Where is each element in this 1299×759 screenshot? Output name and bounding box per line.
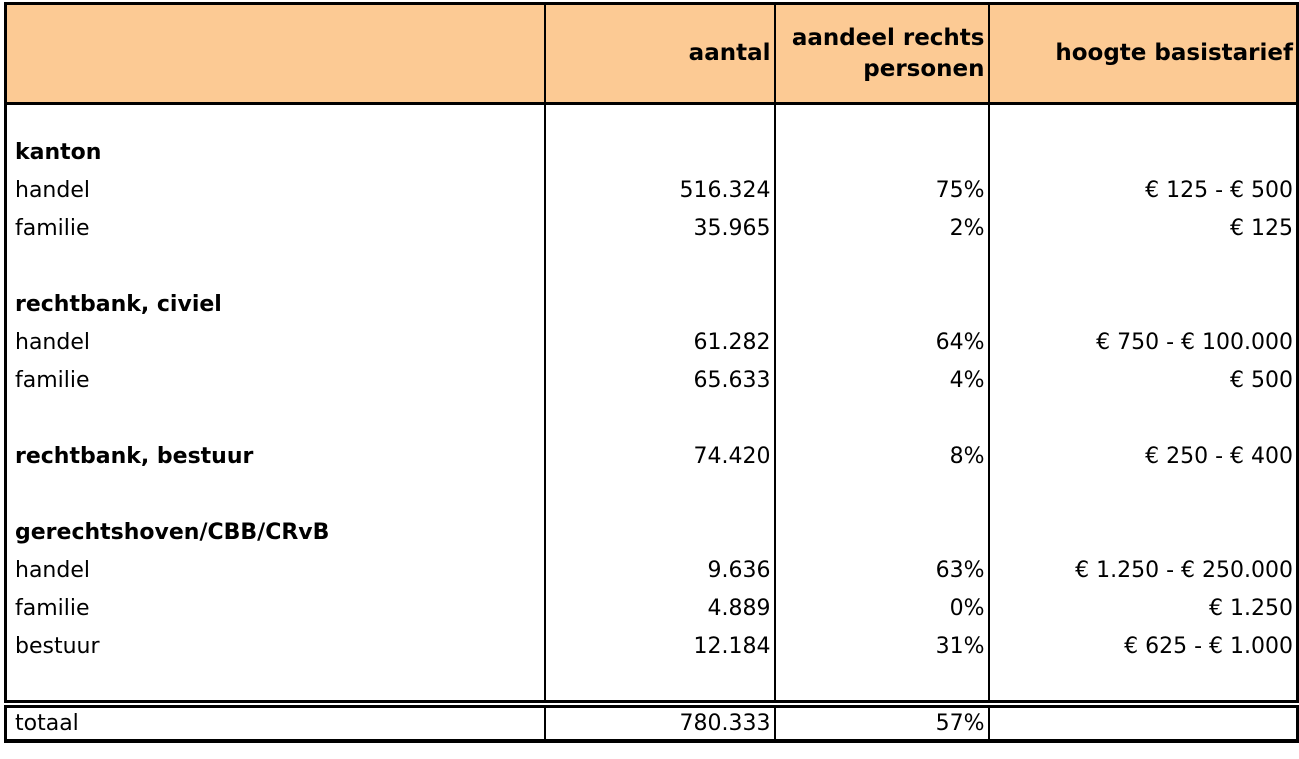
- cell-label: bestuur: [5, 627, 546, 666]
- header-cell-tarief: hoogte basistarief: [988, 3, 1298, 105]
- section-data-row-rechtbank-bestuur: rechtbank, bestuur 74.420 8% € 250 - € 4…: [5, 437, 1298, 476]
- total-aandeel: 57%: [774, 699, 990, 741]
- cell-tarief: € 750 - € 100.000: [1096, 330, 1293, 355]
- cell-tarief: € 1.250 - € 250.000: [1075, 558, 1293, 583]
- header-row: aantal aandeel rechts personen hoogte bas…: [5, 3, 1298, 105]
- total-row: totaal 780.333 57%: [5, 699, 1298, 741]
- cell-tarief: [989, 134, 1298, 172]
- cell-aantal: 12.184: [544, 627, 776, 666]
- cell-label: kanton: [5, 133, 546, 172]
- cell-label: familie: [5, 589, 546, 628]
- cell-tarief: [989, 286, 1298, 324]
- cell-label: handel: [5, 551, 546, 590]
- table-body: kanton handel 516.324 75% € 125 - € 500 …: [5, 103, 1298, 704]
- cell-aandeel: 0%: [774, 589, 990, 628]
- header-cell-aandeel: aandeel rechts personen: [774, 3, 990, 105]
- cell-tarief: € 250 - € 400: [1145, 444, 1293, 469]
- cell-tarief: € 125: [1230, 216, 1293, 241]
- blank-row: [5, 475, 1298, 514]
- table-header: aantal aandeel rechts personen hoogte bas…: [5, 3, 1298, 105]
- cell-tarief: € 625 - € 1.000: [1124, 634, 1293, 659]
- cell-tarief: [989, 514, 1298, 552]
- blank-row: [5, 247, 1298, 286]
- header-aandeel-line2: personen: [863, 55, 985, 82]
- cell-label: familie: [5, 361, 546, 400]
- header-cell-aantal: aantal: [544, 3, 776, 105]
- cell-aandeel: 2%: [774, 209, 990, 248]
- cell-aandeel: 64%: [774, 323, 990, 362]
- cell-label: gerechtshoven/CBB/CRvB: [5, 513, 546, 552]
- total-tarief: [988, 699, 1298, 741]
- court-fees-table: aantal aandeel rechts personen hoogte bas…: [4, 2, 1299, 743]
- cell-tarief: € 125 - € 500: [1145, 178, 1293, 203]
- data-row-civiel-handel: handel 61.282 64% € 750 - € 100.000: [5, 323, 1298, 362]
- blank-row: [5, 399, 1298, 438]
- cell-aantal: 35.965: [544, 209, 776, 248]
- cell-aandeel: [774, 133, 990, 172]
- data-row-civiel-familie: familie 65.633 4% € 500: [5, 361, 1298, 400]
- cell-aantal: 61.282: [544, 323, 776, 362]
- cell-label: rechtbank, civiel: [5, 285, 546, 324]
- table-footer: totaal 780.333 57%: [5, 699, 1298, 741]
- cell-aandeel: 75%: [774, 171, 990, 210]
- cell-aandeel: 4%: [774, 361, 990, 400]
- data-row-hoven-handel: handel 9.636 63% € 1.250 - € 250.000: [5, 551, 1298, 590]
- data-row-kanton-familie: familie 35.965 2% € 125: [5, 209, 1298, 248]
- cell-aandeel: 8%: [774, 437, 990, 476]
- cell-aantal: [544, 285, 776, 324]
- cell-aantal: 9.636: [544, 551, 776, 590]
- data-row-kanton-handel: handel 516.324 75% € 125 - € 500: [5, 171, 1298, 210]
- cell-aantal: 516.324: [544, 171, 776, 210]
- section-row-rechtbank-civiel: rechtbank, civiel: [5, 285, 1298, 324]
- cell-aantal: 65.633: [544, 361, 776, 400]
- data-row-hoven-bestuur: bestuur 12.184 31% € 625 - € 1.000: [5, 627, 1298, 666]
- cell-aandeel: 31%: [774, 627, 990, 666]
- cell-aandeel: [774, 285, 990, 324]
- cell-aantal: [544, 133, 776, 172]
- cell-label: handel: [5, 171, 546, 210]
- cell-tarief: € 500: [1230, 368, 1293, 393]
- cell-tarief: € 1.250: [1209, 596, 1293, 621]
- section-row-kanton: kanton: [5, 133, 1298, 172]
- header-aandeel-line1: aandeel rechts: [791, 25, 985, 52]
- cell-label: handel: [5, 323, 546, 362]
- cell-label: rechtbank, bestuur: [5, 437, 546, 476]
- cell-aandeel: 63%: [774, 551, 990, 590]
- header-cell-category: [5, 3, 546, 105]
- total-aantal: 780.333: [544, 699, 776, 741]
- blank-row: [5, 103, 1298, 134]
- total-label: totaal: [5, 699, 546, 741]
- cell-aantal: 74.420: [544, 437, 776, 476]
- blank-row: [5, 665, 1298, 704]
- data-row-hoven-familie: familie 4.889 0% € 1.250: [5, 589, 1298, 628]
- cell-aantal: 4.889: [544, 589, 776, 628]
- section-row-gerechtshoven: gerechtshoven/CBB/CRvB: [5, 513, 1298, 552]
- cell-label: familie: [5, 209, 546, 248]
- cell-aantal: [544, 513, 776, 552]
- cell-aandeel: [774, 513, 990, 552]
